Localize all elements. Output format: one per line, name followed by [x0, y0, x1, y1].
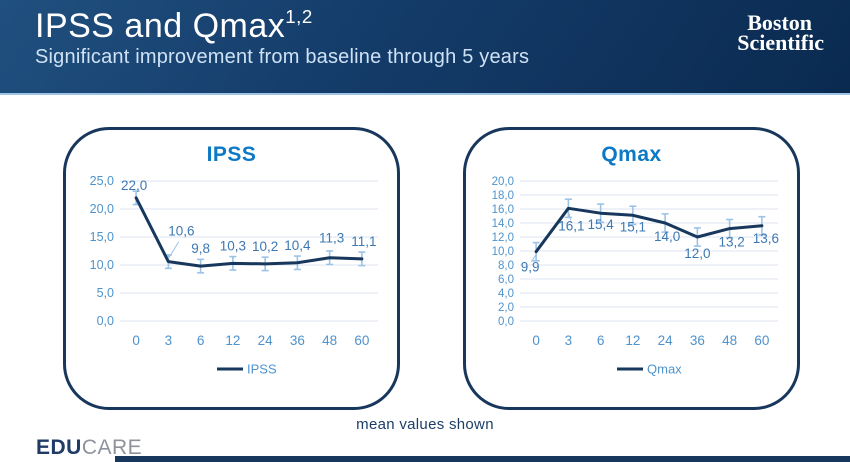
svg-text:0,0: 0,0 — [498, 316, 514, 328]
svg-text:2,0: 2,0 — [498, 302, 514, 314]
title-reference-superscript: 1,2 — [285, 6, 313, 27]
header: IPSS and Qmax1,2 Significant improvement… — [0, 0, 850, 95]
header-titles: IPSS and Qmax1,2 Significant improvement… — [35, 6, 530, 69]
ipss-chart-title: IPSS — [206, 143, 257, 166]
svg-text:12: 12 — [625, 333, 640, 348]
qmax-chart-card: Qmax 0,0 2,0 4,0 6,0 8,0 10,0 12,0 14,0 16,0 18,0… — [463, 127, 800, 410]
svg-text:48: 48 — [722, 333, 737, 348]
svg-text:9,9: 9,9 — [520, 260, 539, 275]
svg-text:60: 60 — [754, 333, 769, 348]
svg-text:16,0: 16,0 — [491, 204, 513, 216]
svg-text:12: 12 — [225, 333, 240, 348]
svg-text:0,0: 0,0 — [96, 314, 113, 328]
educare-logo-care: CARE — [81, 436, 143, 459]
svg-text:13,6: 13,6 — [752, 231, 778, 246]
svg-text:10,0: 10,0 — [491, 246, 513, 258]
svg-text:36: 36 — [289, 333, 304, 348]
boston-scientific-logo: Boston Scientific — [737, 10, 824, 56]
svg-text:10,2: 10,2 — [251, 239, 277, 254]
page-title: IPSS and Qmax1,2 — [35, 6, 529, 45]
svg-text:60: 60 — [354, 333, 369, 348]
svg-text:8,0: 8,0 — [498, 260, 514, 272]
svg-text:10,6: 10,6 — [168, 224, 194, 239]
svg-text:13,2: 13,2 — [718, 235, 744, 250]
svg-text:24: 24 — [257, 333, 273, 348]
svg-text:10,4: 10,4 — [284, 238, 311, 253]
svg-text:25,0: 25,0 — [89, 174, 113, 188]
footer-bar — [115, 456, 850, 462]
svg-text:IPSS: IPSS — [247, 362, 277, 377]
svg-text:10,0: 10,0 — [89, 258, 113, 272]
svg-text:6: 6 — [196, 333, 204, 348]
svg-text:0: 0 — [132, 333, 140, 348]
logo-line-2: Scientific — [737, 30, 824, 56]
svg-text:20,0: 20,0 — [491, 176, 513, 188]
svg-text:6: 6 — [596, 333, 604, 348]
svg-text:12,0: 12,0 — [491, 232, 513, 244]
svg-text:14,0: 14,0 — [491, 218, 513, 230]
svg-text:11,3: 11,3 — [318, 231, 343, 246]
qmax-line-chart: 0,0 2,0 4,0 6,0 8,0 10,0 12,0 14,0 16,0 18,0 20,0 0… — [491, 176, 778, 377]
svg-text:36: 36 — [689, 333, 704, 348]
svg-text:20,0: 20,0 — [89, 202, 113, 216]
educare-logo-edu: EDU — [36, 436, 82, 459]
footnote: mean values shown — [356, 416, 494, 433]
svg-text:6,0: 6,0 — [498, 274, 514, 286]
svg-text:48: 48 — [322, 333, 337, 348]
svg-text:15,1: 15,1 — [619, 219, 645, 234]
ipss-chart-card: IPSS 0,0 5,0 10,0 15,0 20,0 25,0 0 3 6 12 24 36 48 60… — [63, 127, 400, 410]
svg-text:24: 24 — [657, 333, 673, 348]
svg-text:22,0: 22,0 — [120, 178, 146, 193]
ipss-line-chart: 0,05,010,015,020,025,00 3 6 12 24 36 48 6022,01… — [89, 174, 378, 377]
svg-text:9,8: 9,8 — [191, 241, 210, 256]
svg-text:14,0: 14,0 — [653, 229, 679, 244]
svg-text:3: 3 — [164, 333, 172, 348]
svg-text:10,3: 10,3 — [219, 238, 245, 253]
svg-text:11,1: 11,1 — [351, 234, 376, 249]
svg-text:Qmax: Qmax — [647, 362, 682, 377]
svg-text:4,0: 4,0 — [498, 288, 514, 300]
page-subtitle: Significant improvement from baseline th… — [35, 46, 530, 69]
svg-text:12,0: 12,0 — [684, 246, 710, 261]
educare-logo: EDUCARE — [36, 436, 142, 460]
svg-text:16,1: 16,1 — [558, 218, 584, 233]
qmax-chart-title: Qmax — [601, 143, 662, 166]
svg-text:5,0: 5,0 — [96, 286, 113, 300]
svg-text:15,0: 15,0 — [89, 230, 113, 244]
svg-text:0: 0 — [532, 333, 540, 348]
svg-text:18,0: 18,0 — [491, 190, 513, 202]
page-title-text: IPSS and Qmax — [35, 7, 286, 45]
svg-text:15,4: 15,4 — [587, 217, 614, 232]
svg-text:3: 3 — [564, 333, 572, 348]
logo-line-1: Boston — [747, 10, 813, 35]
